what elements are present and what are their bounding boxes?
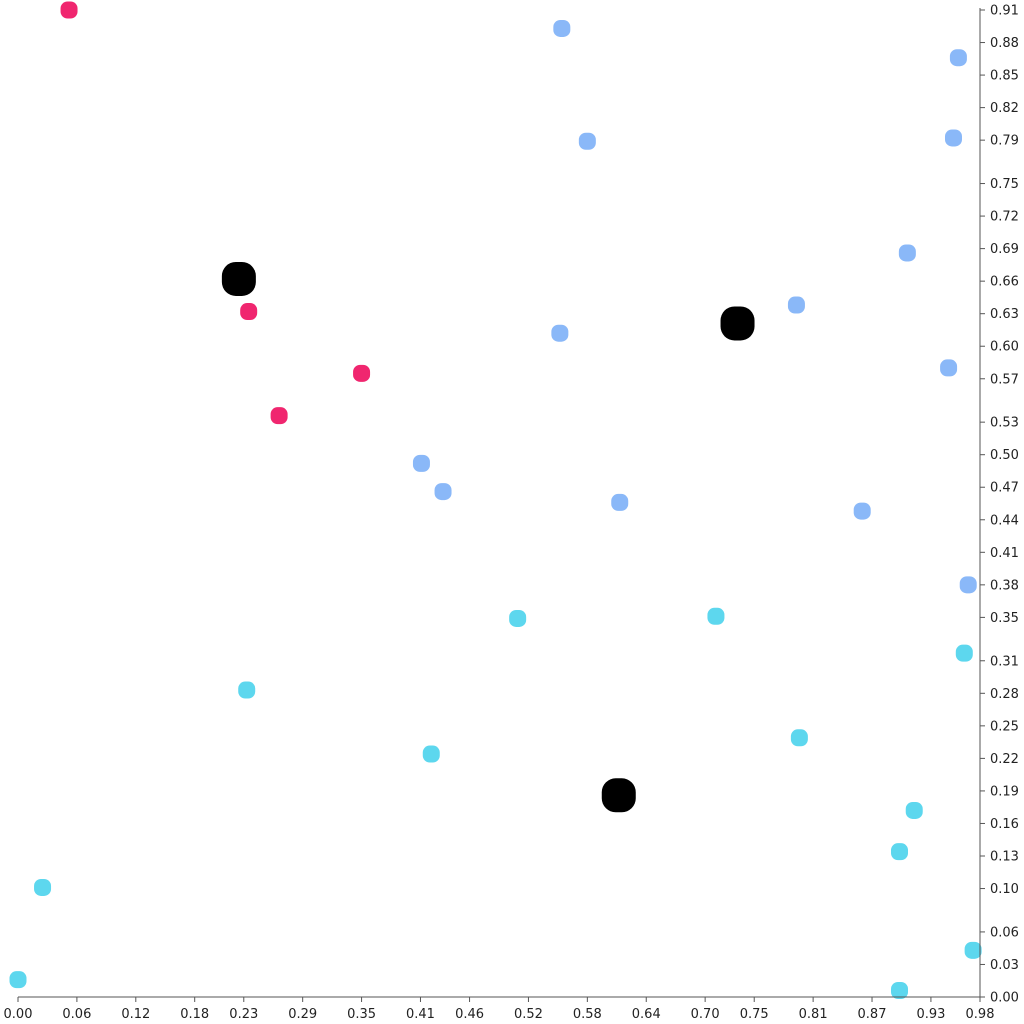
x-tick-label: 0.75: [740, 1007, 769, 1022]
y-tick-label: 0.00: [990, 991, 1019, 1006]
x-tick-label: 0.12: [121, 1007, 150, 1022]
y-tick-label: 0.22: [990, 752, 1019, 767]
x-tick-label: 0.29: [288, 1007, 317, 1022]
y-tick-label: 0.38: [990, 578, 1019, 593]
y-tick-label: 0.57: [990, 372, 1019, 387]
data-point-series-2: [787, 296, 805, 314]
x-tick-label: 0.64: [632, 1007, 661, 1022]
x-tick-label: 0.41: [406, 1007, 435, 1022]
large-data-point: [720, 306, 755, 341]
y-tick-label: 0.60: [990, 340, 1019, 355]
y-tick-label: 0.47: [990, 481, 1019, 496]
data-point-series-2: [434, 483, 452, 501]
data-point-series-3: [891, 981, 909, 999]
data-point-series-2: [578, 132, 596, 150]
y-tick-label: 0.85: [990, 69, 1019, 84]
x-tick-label: 0.52: [514, 1007, 543, 1022]
y-tick-label: 0.88: [990, 36, 1019, 51]
data-point-series-3: [9, 971, 27, 989]
y-tick-label: 0.82: [990, 101, 1019, 116]
y-tick-label: 0.69: [990, 242, 1019, 257]
y-tick-label: 0.03: [990, 958, 1019, 973]
x-tick-label: 0.58: [573, 1007, 602, 1022]
data-point-series-2: [949, 49, 967, 67]
x-tick-label: 0.98: [966, 1007, 995, 1022]
x-tick-label: 0.00: [4, 1007, 33, 1022]
data-point-series-2: [551, 324, 569, 342]
data-point-series-3: [238, 681, 256, 699]
x-tick-label: 0.35: [347, 1007, 376, 1022]
data-point-series-2: [853, 502, 871, 520]
y-tick-label: 0.19: [990, 784, 1019, 799]
data-point-series-1: [240, 303, 258, 321]
points-layer: [9, 1, 982, 999]
y-tick-label: 0.44: [990, 513, 1019, 528]
data-point-series-3: [422, 745, 440, 763]
y-tick-label: 0.75: [990, 177, 1019, 192]
y-tick-label: 0.35: [990, 611, 1019, 626]
data-point-series-2: [959, 576, 977, 594]
y-tick-label: 0.31: [990, 654, 1019, 669]
y-tick-label: 0.50: [990, 448, 1019, 463]
x-tick-label: 0.06: [62, 1007, 91, 1022]
data-point-series-2: [611, 493, 629, 511]
y-tick-label: 0.06: [990, 925, 1019, 940]
y-tick-label: 0.41: [990, 546, 1019, 561]
y-tick-label: 0.16: [990, 817, 1019, 832]
data-point-series-3: [964, 941, 982, 959]
data-point-series-3: [790, 729, 808, 747]
data-point-series-3: [34, 878, 52, 896]
large-data-point: [601, 778, 636, 813]
data-point-series-1: [60, 1, 78, 19]
data-point-series-3: [509, 609, 527, 627]
y-tick-label: 0.72: [990, 210, 1019, 225]
x-tick-label: 0.93: [916, 1007, 945, 1022]
data-point-series-3: [707, 607, 725, 625]
data-point-series-2: [898, 244, 916, 262]
data-point-series-2: [412, 454, 430, 472]
y-tick-label: 0.79: [990, 134, 1019, 149]
x-tick-label: 0.18: [180, 1007, 209, 1022]
data-point-series-2: [553, 19, 571, 37]
data-point-series-3: [955, 644, 973, 662]
data-point-series-1: [353, 364, 371, 382]
data-point-series-2: [940, 359, 958, 377]
data-point-series-3: [905, 801, 923, 819]
x-tick-label: 0.70: [691, 1007, 720, 1022]
x-tick-label: 0.46: [455, 1007, 484, 1022]
y-axis-ticks: 0.00 0.03 0.06 0.10 0.13 0.16 0.19 0.22 0.25 0.28…: [980, 4, 1019, 1006]
data-point-series-1: [270, 407, 288, 425]
x-tick-label: 0.23: [229, 1007, 258, 1022]
y-tick-label: 0.53: [990, 416, 1019, 431]
y-tick-label: 0.91: [990, 4, 1019, 19]
data-point-series-2: [944, 129, 962, 147]
x-axis-ticks: 0.00 0.06 0.12 0.18 0.23 0.29 0.35 0.41 0.46 0.52…: [4, 997, 995, 1022]
y-tick-label: 0.63: [990, 307, 1019, 322]
y-tick-label: 0.66: [990, 275, 1019, 290]
x-tick-label: 0.87: [858, 1007, 887, 1022]
x-tick-label: 0.81: [799, 1007, 828, 1022]
large-data-point: [221, 261, 256, 296]
data-point-series-3: [891, 843, 909, 861]
y-tick-label: 0.28: [990, 687, 1019, 702]
y-tick-label: 0.13: [990, 850, 1019, 865]
y-tick-label: 0.25: [990, 719, 1019, 734]
y-tick-label: 0.10: [990, 882, 1019, 897]
